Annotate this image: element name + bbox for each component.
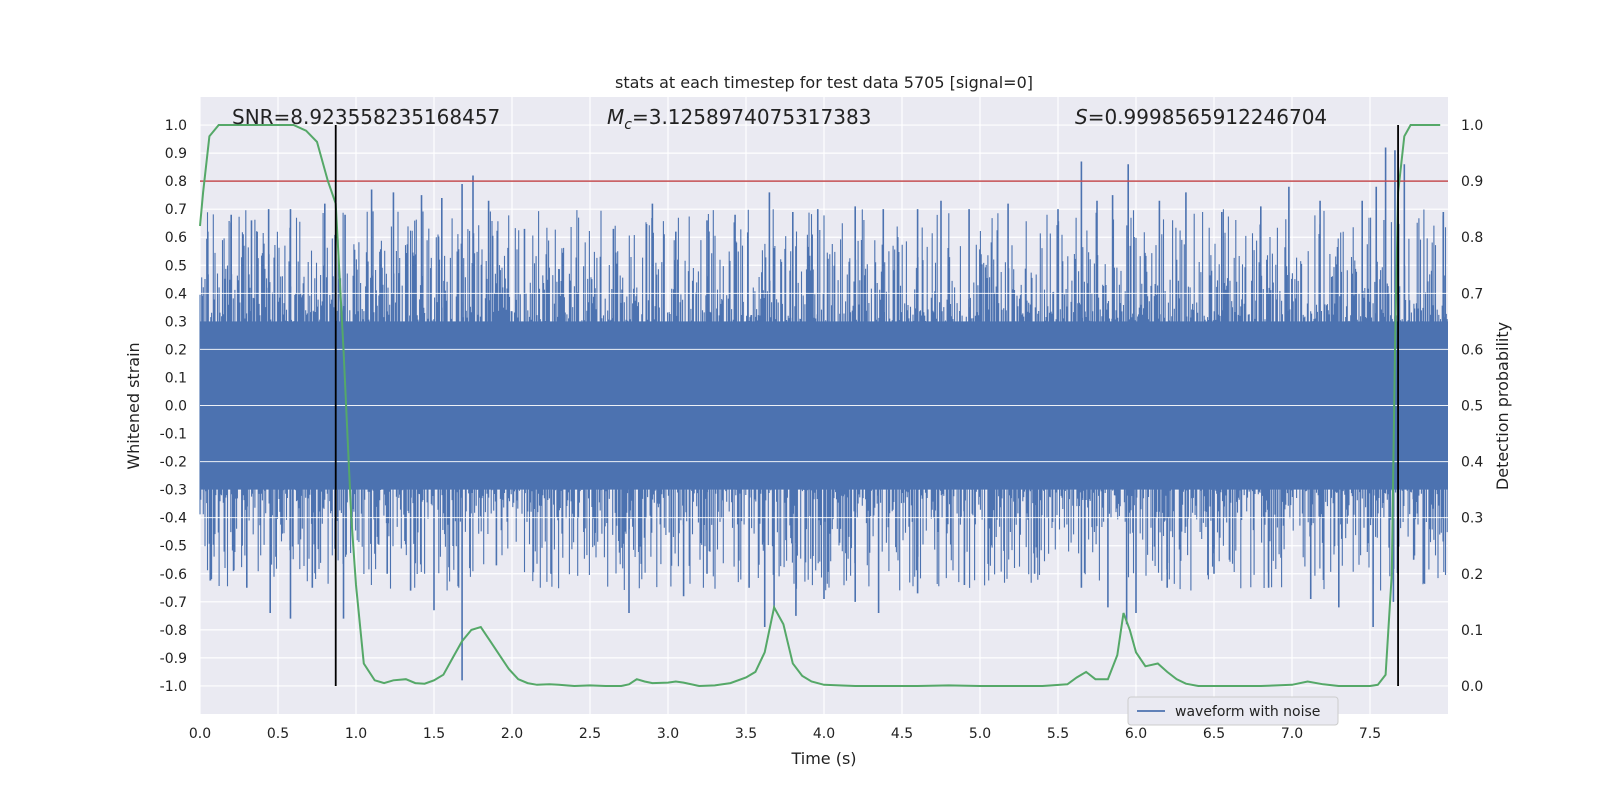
detection-probability-line xyxy=(199,124,1441,688)
x-tick-label: 7.5 xyxy=(1359,726,1381,742)
y2-tick-label: 0.9 xyxy=(1461,174,1483,190)
y-tick-label: 0.3 xyxy=(165,314,187,330)
y-tick-label: -0.1 xyxy=(160,427,187,443)
x-tick-label: 1.0 xyxy=(345,726,367,742)
y-tick-label: 0.7 xyxy=(165,202,187,218)
probability-layer xyxy=(199,124,1441,688)
x-tick-label: 0.5 xyxy=(267,726,289,742)
mc-annotation: Mc=3.1258974075317383 xyxy=(607,105,871,133)
x-tick-label: 2.5 xyxy=(579,726,601,742)
y-tick-label: -0.2 xyxy=(160,455,187,471)
chart-title: stats at each timestep for test data 570… xyxy=(615,73,1033,92)
y2-tick-label: 0.3 xyxy=(1461,511,1483,527)
x-tick-label: 2.0 xyxy=(501,726,523,742)
y2-axis-label: Detection probability xyxy=(1493,322,1512,490)
x-tick-label: 5.0 xyxy=(969,726,991,742)
y-tick-label: -0.4 xyxy=(160,511,187,527)
y2-tick-label: 0.1 xyxy=(1461,623,1483,639)
y-tick-label: 0.1 xyxy=(165,370,187,386)
y2-tick-label: 0.0 xyxy=(1461,679,1483,695)
mc-symbol: M xyxy=(607,105,624,129)
y-tick-label: 0.5 xyxy=(165,258,187,274)
y-tick-label: -1.0 xyxy=(160,679,187,695)
y-tick-label: -0.5 xyxy=(160,539,187,555)
y2-tick-label: 0.4 xyxy=(1461,455,1483,471)
x-tick-label: 3.0 xyxy=(657,726,679,742)
x-tick-labels: 0.0 0.5 1.0 1.5 2.0 2.5 3.0 3.5 4.0 4.5 5.0 5.5 6.0 6… xyxy=(189,726,1381,742)
y-tick-label: 1.0 xyxy=(165,118,187,134)
x-tick-label: 7.0 xyxy=(1281,726,1303,742)
y-tick-label: -0.8 xyxy=(160,623,187,639)
y-tick-labels: 1.0 0.9 0.8 0.7 0.6 0.5 0.4 0.3 0.2 0.1 0.0 -0.1 -0.… xyxy=(160,118,187,695)
vline-layer xyxy=(334,125,1399,686)
y-tick-label: -0.9 xyxy=(160,651,187,667)
y2-tick-label: 0.8 xyxy=(1461,230,1483,246)
mc-subscript: c xyxy=(624,117,632,133)
y-tick-label: -0.3 xyxy=(160,483,187,499)
y-tick-label: 0.0 xyxy=(165,399,187,415)
x-tick-label: 5.5 xyxy=(1047,726,1069,742)
legend-label: waveform with noise xyxy=(1175,704,1320,720)
snr-annotation: SNR=8.923558235168457 xyxy=(232,105,500,129)
legend: waveform with noise xyxy=(1127,696,1339,726)
y2-tick-label: 0.6 xyxy=(1461,342,1483,358)
mc-value: =3.1258974075317383 xyxy=(632,105,871,129)
s-symbol: S xyxy=(1075,105,1088,129)
s-value: =0.9998565912246704 xyxy=(1088,105,1327,129)
y-tick-label: 0.8 xyxy=(165,174,187,190)
y2-tick-labels: 1.0 0.9 0.8 0.7 0.6 0.5 0.4 0.3 0.2 0.1 0.0 xyxy=(1461,118,1483,695)
legend-box xyxy=(1127,696,1339,726)
x-tick-label: 1.5 xyxy=(423,726,445,742)
y-tick-label: -0.6 xyxy=(160,567,187,583)
y2-tick-label: 0.5 xyxy=(1461,399,1483,415)
waveform-series xyxy=(199,147,1448,681)
y-tick-label: -0.7 xyxy=(160,595,187,611)
y-tick-label: 0.6 xyxy=(165,230,187,246)
y-tick-label: 0.9 xyxy=(165,146,187,162)
y-tick-label: 0.4 xyxy=(165,286,187,302)
x-axis-label: Time (s) xyxy=(790,749,856,768)
y-axis-label: Whitened strain xyxy=(124,342,143,469)
x-tick-label: 4.5 xyxy=(891,726,913,742)
x-tick-label: 4.0 xyxy=(813,726,835,742)
y2-tick-label: 1.0 xyxy=(1461,118,1483,134)
x-tick-label: 3.5 xyxy=(735,726,757,742)
x-tick-label: 0.0 xyxy=(189,726,211,742)
x-tick-label: 6.0 xyxy=(1125,726,1147,742)
y2-tick-label: 0.2 xyxy=(1461,567,1483,583)
y2-tick-label: 0.7 xyxy=(1461,286,1483,302)
x-tick-label: 6.5 xyxy=(1203,726,1225,742)
y-tick-label: 0.2 xyxy=(165,342,187,358)
s-annotation: S=0.9998565912246704 xyxy=(1075,105,1327,129)
